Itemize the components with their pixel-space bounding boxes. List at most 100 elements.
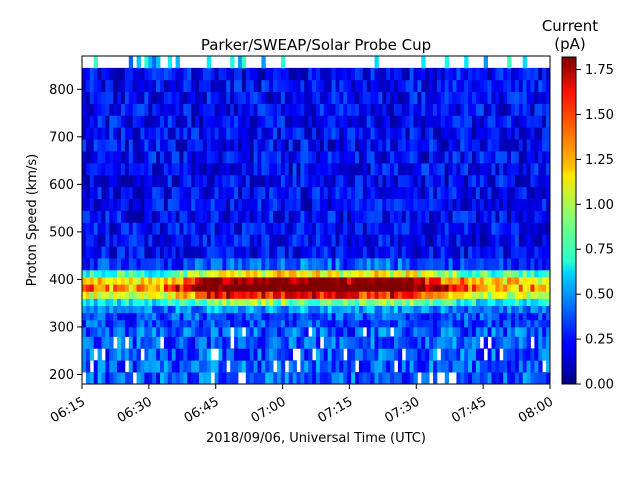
- heatmap-cell: [440, 319, 446, 328]
- heatmap-cell: [195, 372, 200, 385]
- heatmap-cell: [397, 210, 403, 223]
- heatmap-cell: [409, 305, 414, 314]
- heatmap-cell: [214, 360, 219, 373]
- heatmap-cell: [280, 210, 286, 223]
- heatmap-cell: [358, 174, 364, 188]
- heatmap-cell: [167, 222, 173, 235]
- heatmap-cell: [97, 115, 102, 128]
- heatmap-cell: [366, 319, 371, 328]
- heatmap-cell: [195, 127, 200, 140]
- heatmap-cell: [89, 210, 95, 223]
- heatmap-cell: [265, 348, 270, 361]
- heatmap-cell: [265, 269, 270, 278]
- heatmap-cell: [144, 127, 149, 140]
- heatmap-cell: [526, 127, 531, 140]
- heatmap-cell: [413, 372, 418, 385]
- heatmap-cell: [394, 258, 399, 271]
- heatmap-cell: [132, 277, 137, 285]
- heatmap-cell: [433, 151, 438, 164]
- heatmap-cell: [319, 222, 325, 235]
- heatmap-cell: [370, 298, 375, 306]
- heatmap-cell: [397, 326, 403, 337]
- heatmap-cell: [448, 312, 453, 321]
- heatmap-cell: [206, 277, 212, 285]
- heatmap-cell: [300, 298, 305, 306]
- heatmap-cell: [199, 269, 204, 278]
- heatmap-cell: [238, 234, 243, 247]
- heatmap-cell: [191, 151, 196, 164]
- heatmap-cell: [109, 139, 114, 152]
- heatmap-cell: [292, 291, 297, 299]
- heatmap-cell: [538, 174, 543, 188]
- heatmap-cell: [89, 284, 95, 292]
- heatmap-cell: [148, 139, 153, 152]
- heatmap-cell: [128, 115, 134, 128]
- heatmap-cell: [238, 258, 243, 271]
- heatmap-cell: [175, 291, 180, 299]
- heatmap-cell: [499, 139, 504, 152]
- heatmap-cell: [417, 222, 422, 235]
- heatmap-cell: [140, 336, 145, 349]
- heatmap-cell: [347, 246, 352, 259]
- heatmap-cell: [323, 115, 329, 128]
- heatmap-cell: [222, 222, 227, 235]
- heatmap-cell: [152, 312, 157, 321]
- heatmap-cell: [374, 312, 379, 321]
- heatmap-cell: [514, 234, 520, 247]
- heatmap-cell: [249, 284, 254, 292]
- heatmap-cell: [128, 139, 134, 152]
- heatmap-cell: [284, 291, 290, 299]
- heatmap-cell: [530, 151, 535, 164]
- heatmap-cell: [308, 291, 313, 299]
- heatmap-cell: [199, 162, 204, 176]
- heatmap-cell: [195, 162, 200, 176]
- heatmap-cell: [343, 312, 348, 321]
- heatmap-cell: [468, 326, 473, 337]
- heatmap-cell: [269, 162, 274, 176]
- heatmap-cell: [222, 234, 227, 247]
- heatmap-cell: [413, 151, 418, 164]
- heatmap-cell: [436, 277, 442, 285]
- heatmap-cell: [475, 305, 481, 314]
- heatmap-cell: [323, 103, 329, 116]
- heatmap-cell: [292, 277, 297, 285]
- heatmap-cell: [249, 319, 254, 328]
- heatmap-cell: [175, 198, 180, 211]
- heatmap-cell: [507, 139, 512, 152]
- heatmap-cell: [530, 284, 535, 292]
- heatmap-cell: [358, 348, 364, 361]
- heatmap-cell: [308, 269, 313, 278]
- heatmap-cell: [366, 162, 371, 176]
- heatmap-cell: [436, 246, 442, 259]
- heatmap-cell: [144, 79, 149, 93]
- heatmap-cell: [413, 79, 418, 93]
- heatmap-cell: [277, 103, 282, 116]
- heatmap-cell: [312, 67, 317, 81]
- heatmap-cell: [202, 186, 208, 199]
- heatmap-cell: [409, 234, 414, 247]
- heatmap-cell: [425, 336, 430, 349]
- heatmap-cell: [210, 79, 215, 93]
- heatmap-cell: [507, 115, 512, 128]
- heatmap-cell: [261, 258, 266, 271]
- heatmap-cell: [534, 222, 539, 235]
- heatmap-cell: [370, 372, 375, 385]
- heatmap-cell: [292, 360, 297, 373]
- heatmap-cell: [468, 67, 473, 81]
- heatmap-cell: [156, 277, 161, 285]
- heatmap-cell: [409, 91, 414, 104]
- heatmap-cell: [160, 277, 165, 285]
- heatmap-cell: [304, 372, 309, 385]
- heatmap-cell: [538, 103, 543, 116]
- heatmap-cell: [101, 246, 106, 259]
- heatmap-cell: [195, 326, 200, 337]
- heatmap-cell: [300, 139, 305, 152]
- heatmap-cell: [319, 210, 325, 223]
- heatmap-cell: [452, 127, 457, 140]
- heatmap-cell: [456, 246, 461, 259]
- heatmap-cell: [390, 277, 395, 285]
- heatmap-cell: [300, 372, 305, 385]
- heatmap-cell: [144, 298, 149, 306]
- heatmap-cell: [378, 222, 383, 235]
- heatmap-cell: [140, 210, 145, 223]
